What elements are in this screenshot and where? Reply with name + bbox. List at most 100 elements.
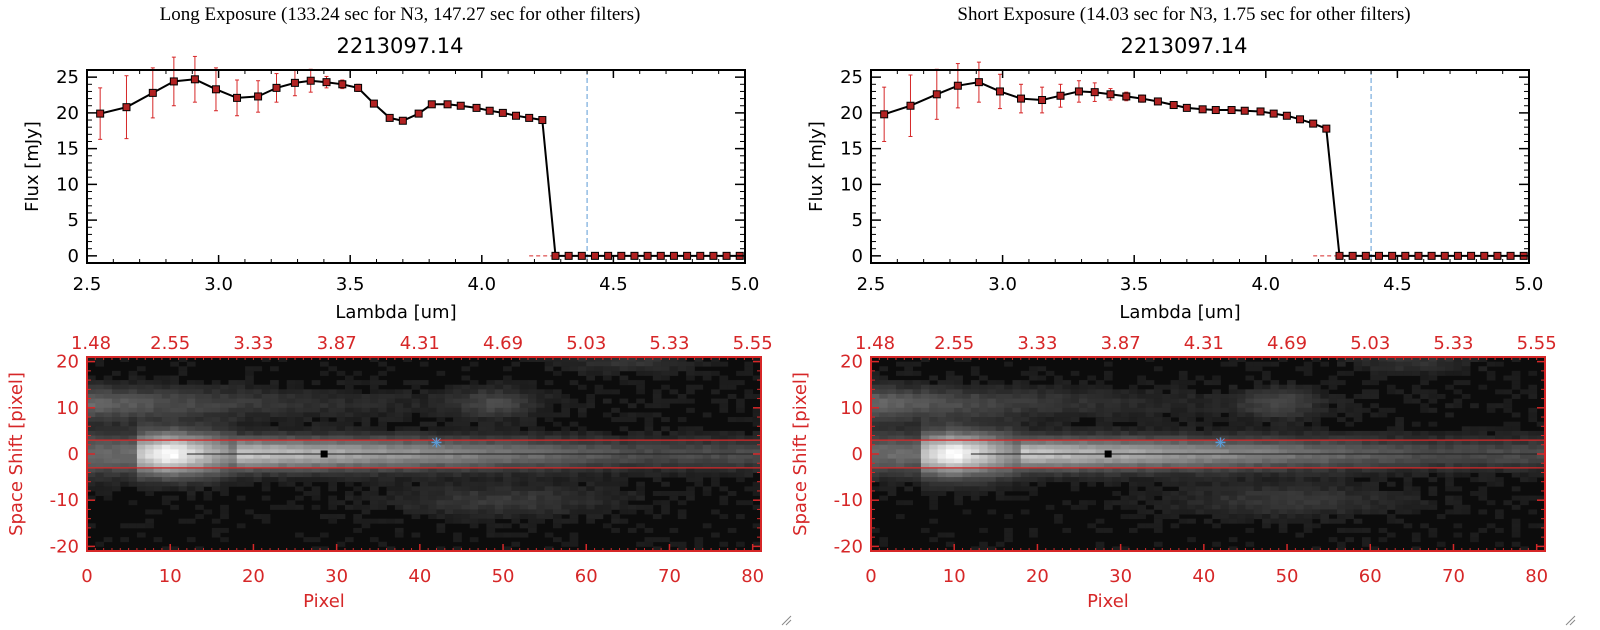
- image-pixel: [478, 393, 487, 399]
- image-pixel: [186, 435, 196, 441]
- image-pixel: [661, 472, 670, 478]
- image-pixel: [503, 384, 512, 390]
- image-pixel: [228, 407, 238, 413]
- image-pixel: [1420, 361, 1429, 367]
- image-pixel: [303, 537, 313, 543]
- image-pixel: [962, 440, 972, 446]
- image-pixel: [428, 435, 437, 441]
- image-pixel: [536, 500, 546, 506]
- image-pixel: [1228, 426, 1238, 432]
- image-pixel: [461, 509, 471, 515]
- image-pixel: [528, 384, 537, 390]
- image-pixel: [228, 412, 238, 418]
- image-pixel: [652, 458, 662, 464]
- image-pixel: [270, 398, 279, 404]
- image-pixel: [103, 375, 113, 381]
- image-pixel: [378, 380, 387, 386]
- image-pixel: [920, 380, 930, 386]
- image-pixel: [1162, 417, 1171, 423]
- image-pixel: [611, 357, 620, 363]
- image-pixel: [1428, 375, 1438, 381]
- image-pixel: [328, 467, 338, 473]
- image-pixel: [1312, 495, 1321, 501]
- resize-grip-icon[interactable]: [780, 614, 792, 626]
- image-pixel: [503, 430, 512, 436]
- image-pixel: [552, 472, 562, 478]
- image-pixel: [220, 444, 229, 450]
- image-pixel: [111, 481, 121, 487]
- image-pixel: [1428, 361, 1438, 367]
- image-pixel: [1353, 357, 1363, 363]
- image-pixel: [170, 463, 179, 469]
- image-pixel: [727, 444, 737, 450]
- image-pixel: [962, 389, 972, 395]
- image-pixel: [428, 398, 437, 404]
- image-pixel: [1153, 393, 1163, 399]
- image-pixel: [478, 389, 487, 395]
- image-pixel: [170, 486, 179, 492]
- image-pixel: [528, 527, 537, 533]
- image-pixel: [536, 490, 546, 496]
- image-pixel: [1345, 357, 1355, 363]
- image-pixel: [677, 417, 687, 423]
- image-pixel: [1237, 421, 1246, 427]
- image-pixel: [1087, 384, 1097, 390]
- image-pixel: [912, 370, 922, 376]
- image-pixel: [486, 449, 496, 455]
- image-pixel: [303, 490, 313, 496]
- image-pixel: [211, 481, 221, 487]
- image-pixel: [444, 500, 454, 506]
- image-pixel: [1345, 486, 1355, 492]
- image-pixel: [1336, 481, 1346, 487]
- image-pixel: [879, 389, 889, 395]
- image-pixel: [1320, 393, 1330, 399]
- image-pixel: [444, 495, 454, 501]
- image-pixel: [145, 444, 154, 450]
- image-pixel: [136, 380, 146, 386]
- image-pixel: [1087, 500, 1097, 506]
- image-pixel: [1079, 454, 1088, 460]
- image-pixel: [494, 403, 504, 409]
- image-pixel: [1178, 490, 1188, 496]
- image-pixel: [1187, 389, 1196, 395]
- image-pixel: [311, 463, 321, 469]
- image-pixel: [552, 504, 562, 510]
- image-pixel: [519, 421, 529, 427]
- image-pixel: [1020, 407, 1030, 413]
- image-pixel: [1411, 366, 1421, 372]
- image-pixel: [954, 393, 963, 399]
- image-pixel: [261, 435, 271, 441]
- image-pixel: [1245, 366, 1255, 372]
- image-pixel: [1262, 523, 1271, 529]
- image-pixel: [1411, 389, 1421, 395]
- image-pixel: [153, 537, 163, 543]
- image-pixel: [569, 490, 579, 496]
- image-pixel: [719, 467, 729, 473]
- image-pixel: [552, 454, 562, 460]
- image-pixel: [394, 426, 404, 432]
- image-pixel: [120, 435, 129, 441]
- image-pixel: [236, 403, 246, 409]
- image-pixel: [1278, 500, 1288, 506]
- image-pixel: [1062, 467, 1072, 473]
- image-pixel: [1395, 370, 1404, 376]
- image-pixel: [1004, 426, 1013, 432]
- image-pixel: [937, 426, 947, 432]
- image-pixel: [1120, 417, 1130, 423]
- image-pixel: [636, 389, 645, 395]
- image-pixel: [1511, 440, 1521, 446]
- image-pixel: [611, 504, 620, 510]
- image-pixel: [602, 430, 612, 436]
- image-pixel: [586, 500, 595, 506]
- image-pixel: [528, 523, 537, 529]
- image-pixel: [912, 403, 922, 409]
- image-pixel: [278, 454, 288, 460]
- image-pixel: [461, 407, 471, 413]
- image-pixel: [970, 477, 980, 483]
- image-pixel: [1370, 412, 1379, 418]
- image-pixel: [203, 412, 213, 418]
- image-pixel: [569, 398, 579, 404]
- image-pixel: [1020, 417, 1030, 423]
- image-pixel: [178, 463, 188, 469]
- image-pixel: [1153, 504, 1163, 510]
